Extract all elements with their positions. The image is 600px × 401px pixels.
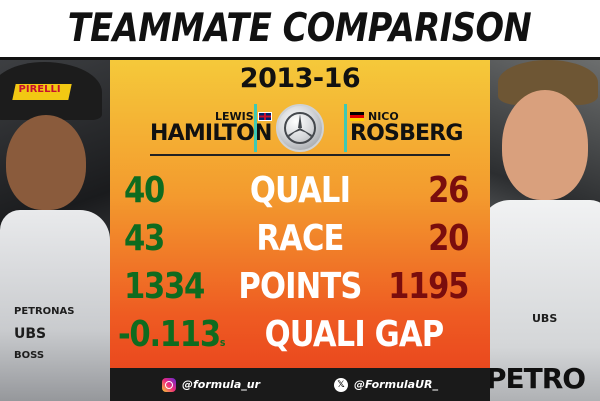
stat-label: QUALI (249, 170, 351, 211)
title-bar: TEAMMATE COMPARISON (0, 0, 600, 60)
stat-row-quali: 40 QUALI 26 (110, 170, 490, 216)
sponsor-text: PETRO (490, 362, 586, 395)
page-title: TEAMMATE COMPARISON (68, 6, 532, 51)
rosberg-value: 1195 (387, 266, 469, 307)
mercedes-star-icon (276, 104, 324, 152)
hamilton-value: 40 (124, 170, 165, 211)
stat-row-quali-gap: -0.113s QUALI GAP (110, 314, 490, 360)
stat-row-race: 43 RACE 20 (110, 218, 490, 264)
race-suit (0, 210, 110, 401)
driver-first-name-text: LEWIS (214, 110, 254, 123)
face (502, 90, 588, 200)
cap-logo: PIRELLI (12, 84, 72, 100)
stat-row-points: 1334 POINTS 1195 (110, 266, 490, 312)
gap-unit: s (219, 336, 226, 349)
x-handle-text: @FormulaUR_ (353, 378, 438, 391)
driver-last-name: ROSBERG (350, 121, 463, 146)
sponsor-text: UBS (532, 312, 558, 325)
header-underline (150, 154, 450, 156)
rosberg-photo: UBS PETRO (490, 60, 600, 401)
stat-label: POINTS (238, 266, 362, 307)
divider (344, 104, 347, 152)
footer-bar: @formula_ur 𝕏 @FormulaUR_ (110, 368, 490, 401)
x-handle[interactable]: 𝕏 @FormulaUR_ (333, 377, 438, 392)
race-suit (490, 200, 600, 401)
rosberg-value: 20 (427, 218, 469, 259)
instagram-icon (162, 377, 176, 392)
instagram-handle[interactable]: @formula_ur (162, 377, 261, 392)
germany-flag-icon (350, 112, 364, 121)
hamilton-value: 43 (124, 218, 165, 259)
stat-label: RACE (256, 218, 344, 259)
driver-right: NICO ROSBERG (350, 110, 463, 145)
uk-flag-icon (257, 112, 272, 121)
rosberg-value: 26 (427, 170, 469, 211)
driver-left: LEWIS HAMILTON (150, 110, 272, 145)
driver-first-name: NICO (350, 110, 463, 123)
face (6, 115, 86, 210)
driver-first-name-text: NICO (368, 110, 399, 123)
season-label: 2013-16 (239, 63, 361, 94)
stat-label: QUALI GAP (264, 314, 445, 355)
driver-last-name: HAMILTON (150, 121, 272, 146)
x-logo-icon: 𝕏 (333, 377, 348, 392)
hamilton-value: -0.113s (118, 314, 226, 355)
hamilton-value: 1334 (124, 266, 205, 307)
driver-first-name: LEWIS (150, 110, 272, 123)
comparison-panel: 2013-16 LEWIS HAMILTON NICO ROSBERG 40 Q… (110, 60, 490, 401)
gap-value: -0.113 (118, 314, 221, 355)
divider (254, 104, 257, 152)
instagram-handle-text: @formula_ur (182, 378, 261, 391)
hamilton-photo: PIRELLI PETRONAS UBS BOSS (0, 60, 110, 401)
sponsor-text: PETRONAS (14, 306, 75, 317)
sponsor-text: BOSS (14, 350, 45, 361)
sponsor-text: UBS (14, 326, 47, 342)
